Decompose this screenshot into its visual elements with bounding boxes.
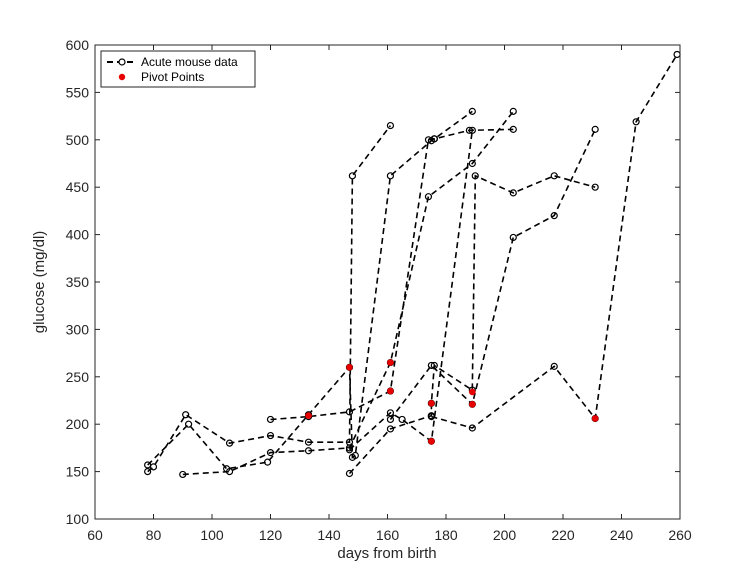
data-point-marker [182,411,190,419]
legend-label-pivot-points: Pivot Points [141,70,204,84]
data-point-marker [591,125,599,133]
data-point-marker [345,408,354,416]
y-tick-label: 350 [66,274,90,290]
data-point-marker [225,468,234,476]
legend-circle-sample [118,58,126,66]
data-point-marker [471,172,479,180]
data-point-marker [345,446,354,454]
x-axis: 60 80 100 120 140 160 180 200 220 240 260 [87,45,692,543]
x-tick-label: 200 [493,527,517,543]
data-point-marker [225,439,234,447]
data-point-marker [398,415,406,424]
y-tick-label: 550 [66,84,90,100]
data-point-marker [348,172,356,180]
y-tick-label: 100 [66,511,90,527]
y-tick-label: 400 [66,227,90,243]
series-line-8 [431,54,678,429]
data-markers [144,50,681,479]
series-line-7 [389,129,596,420]
data-point-marker [591,183,599,191]
series-line-3 [182,110,514,476]
pivot-point-marker [469,400,476,408]
y-axis-title: glucose (mg/dl) [31,231,48,334]
x-tick-label: 140 [317,527,341,543]
series-line-4 [270,128,514,421]
pivot-point-marker [428,437,435,445]
data-point-marker [468,424,476,432]
data-point-marker [468,107,476,115]
data-point-marker [430,361,438,370]
y-tick-label: 200 [66,416,90,432]
data-point-marker [266,415,275,424]
x-tick-label: 60 [87,527,103,543]
data-point-marker [465,126,473,134]
y-axis: 100 150 200 250 300 350 400 450 500 550 600 [66,37,680,527]
x-tick-label: 220 [551,527,575,543]
data-point-marker [468,159,476,168]
data-point-marker [386,409,395,417]
pivot-point-marker [591,415,599,422]
data-point-marker [266,449,275,457]
pivot-point-marker [387,387,394,395]
pivot-point-markers [305,359,599,445]
x-tick-label: 100 [200,527,224,543]
y-tick-label: 250 [66,369,90,385]
data-point-marker [427,361,435,370]
data-point-marker [468,126,476,134]
y-tick-label: 600 [66,37,90,53]
x-tick-label: 80 [146,527,162,543]
x-axis-title: days from birth [337,545,436,562]
data-point-marker [430,135,438,143]
data-point-marker [632,118,640,126]
data-point-marker [304,438,313,446]
data-point-marker [386,172,395,180]
y-tick-label: 500 [66,132,90,148]
data-point-marker [509,107,517,115]
data-point-marker [304,447,313,455]
data-point-marker [266,431,275,440]
data-point-marker [345,469,354,478]
legend-pivot-sample [118,73,126,81]
data-point-marker [550,172,558,180]
pivot-point-marker [305,412,312,419]
data-point-marker [427,413,435,421]
data-point-marker [144,461,152,469]
pivot-point-marker [469,388,476,396]
data-point-marker [509,233,517,242]
series-line-5 [348,174,596,475]
data-point-marker [550,362,558,370]
data-point-marker [263,458,272,466]
data-point-marker [144,468,152,476]
data-point-marker [509,125,517,133]
y-tick-label: 150 [66,464,90,480]
y-tick-label: 450 [66,179,90,195]
pivot-point-marker [428,400,435,407]
data-point-marker [351,451,359,460]
data-point-marker [424,193,433,201]
data-point-marker [185,420,193,428]
x-tick-label: 160 [376,527,400,543]
x-tick-label: 240 [610,527,634,543]
legend-label-acute-mouse-data: Acute mouse data [141,55,238,69]
pivot-point-marker [346,364,353,371]
series-line-1 [147,125,392,473]
data-point-marker [509,189,517,197]
data-point-marker [179,470,187,479]
y-tick-label: 300 [66,321,90,337]
x-tick-label: 120 [259,527,283,543]
data-point-marker [386,121,395,130]
legend: Acute mouse data Pivot Points [100,50,256,88]
data-point-marker [550,212,558,220]
x-tick-label: 180 [434,527,458,543]
data-point-marker [386,425,395,433]
pivot-point-marker [387,359,394,366]
x-tick-label: 260 [668,527,692,543]
data-point-marker [386,415,395,424]
legend-box [100,50,256,88]
